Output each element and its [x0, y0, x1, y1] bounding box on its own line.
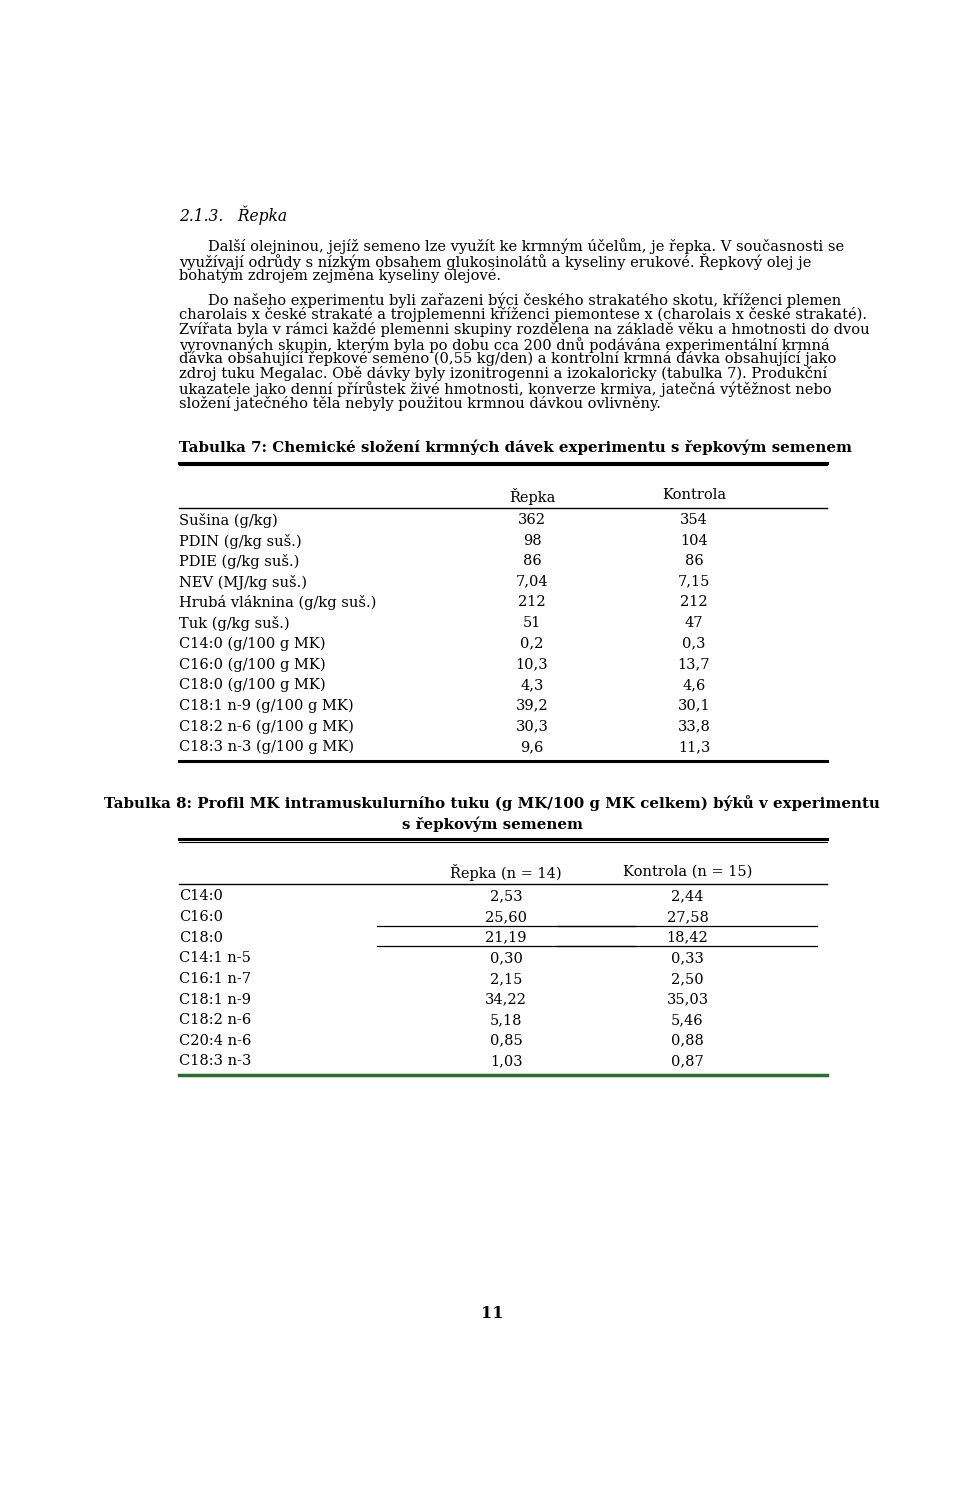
Text: 11,3: 11,3 [678, 740, 710, 754]
Text: Kontrola: Kontrola [661, 488, 726, 502]
Text: zdroj tuku Megalac. Obě dávky byly izonitrogenni a izokaloricky (tabulka 7). Pro: zdroj tuku Megalac. Obě dávky byly izoni… [179, 366, 828, 382]
Text: Do našeho experimentu byli zařazeni býci českého strakatého skotu, kříženci plem: Do našeho experimentu byli zařazeni býci… [208, 293, 842, 308]
Text: 9,6: 9,6 [520, 740, 543, 754]
Text: 11: 11 [481, 1305, 503, 1322]
Text: využívají odrůdy s nízkým obsahem glukosinolátů a kyseliny erukové. Řepkový olej: využívají odrůdy s nízkým obsahem glukos… [179, 252, 811, 270]
Text: 18,42: 18,42 [666, 931, 708, 945]
Text: 5,18: 5,18 [490, 1014, 522, 1027]
Text: 30,3: 30,3 [516, 719, 548, 733]
Text: C20:4 n-6: C20:4 n-6 [179, 1033, 252, 1048]
Text: Hrubá vláknina (g/kg suš.): Hrubá vláknina (g/kg suš.) [179, 595, 376, 610]
Text: vyrovnaných skupin, kterým byla po dobu cca 200 dnů podávána experimentální krmn: vyrovnaných skupin, kterým byla po dobu … [179, 336, 829, 353]
Text: 86: 86 [522, 554, 541, 568]
Text: 10,3: 10,3 [516, 658, 548, 671]
Text: 35,03: 35,03 [666, 993, 708, 1006]
Text: 0,85: 0,85 [490, 1033, 522, 1048]
Text: C14:0: C14:0 [179, 889, 223, 903]
Text: 2,15: 2,15 [490, 972, 522, 985]
Text: 27,58: 27,58 [666, 910, 708, 924]
Text: Tabulka 8: Profil MK intramuskulurního tuku (g MK/100 g MK celkem) býků v experi: Tabulka 8: Profil MK intramuskulurního t… [104, 796, 880, 811]
Text: 21,19: 21,19 [486, 931, 527, 945]
Text: C18:0: C18:0 [179, 931, 223, 945]
Text: C14:1 n-5: C14:1 n-5 [179, 951, 251, 966]
Text: bohatým zdrojem zejména kyseliny olejové.: bohatým zdrojem zejména kyseliny olejové… [179, 267, 501, 282]
Text: C14:0 (g/100 g MK): C14:0 (g/100 g MK) [179, 637, 325, 650]
Text: s řepkovým semenem: s řepkovým semenem [401, 817, 583, 832]
Text: Zvířata byla v rámci každé plemenni skupiny rozdělena na základě věku a hmotnost: Zvířata byla v rámci každé plemenni skup… [179, 321, 870, 336]
Text: C18:1 n-9 (g/100 g MK): C18:1 n-9 (g/100 g MK) [179, 698, 353, 713]
Text: C18:0 (g/100 g MK): C18:0 (g/100 g MK) [179, 677, 325, 692]
Text: 86: 86 [684, 554, 704, 568]
Text: C18:3 n-3: C18:3 n-3 [179, 1054, 252, 1068]
Text: 4,6: 4,6 [683, 677, 706, 692]
Text: Řepka (n = 14): Řepka (n = 14) [450, 865, 562, 882]
Text: 2.1.3.   Řepka: 2.1.3. Řepka [179, 206, 287, 225]
Text: charolais x české strakaté a trojplemenni kříženci piemontese x (charolais x čes: charolais x české strakaté a trojplemenn… [179, 306, 867, 321]
Text: 2,44: 2,44 [671, 889, 704, 903]
Text: C18:1 n-9: C18:1 n-9 [179, 993, 251, 1006]
Text: ukazatele jako denní přírůstek živé hmotnosti, konverze krmiva, jatečná výtěžnos: ukazatele jako denní přírůstek živé hmot… [179, 382, 831, 397]
Text: 0,3: 0,3 [683, 637, 706, 650]
Text: C18:3 n-3 (g/100 g MK): C18:3 n-3 (g/100 g MK) [179, 740, 354, 754]
Text: 51: 51 [523, 616, 541, 629]
Text: Kontrola (n = 15): Kontrola (n = 15) [623, 865, 753, 879]
Text: 13,7: 13,7 [678, 658, 710, 671]
Text: 2,50: 2,50 [671, 972, 704, 985]
Text: 39,2: 39,2 [516, 698, 548, 712]
Text: Sušina (g/kg): Sušina (g/kg) [179, 512, 277, 527]
Text: 212: 212 [681, 595, 708, 610]
Text: NEV (MJ/kg suš.): NEV (MJ/kg suš.) [179, 575, 307, 590]
Text: 7,15: 7,15 [678, 575, 710, 589]
Text: 212: 212 [518, 595, 546, 610]
Text: Tabulka 7: Chemické složení krmných dávek experimentu s řepkovým semenem: Tabulka 7: Chemické složení krmných dáve… [179, 440, 852, 455]
Text: 0,87: 0,87 [671, 1054, 704, 1068]
Text: C16:0: C16:0 [179, 910, 223, 924]
Text: C18:2 n-6: C18:2 n-6 [179, 1014, 252, 1027]
Text: 47: 47 [684, 616, 704, 629]
Text: Řepka: Řepka [509, 488, 555, 505]
Text: 354: 354 [680, 512, 708, 527]
Text: dávka obsahující řepkové semeno (0,55 kg/den) a kontrolní krmná dávka obsahující: dávka obsahující řepkové semeno (0,55 kg… [179, 351, 836, 366]
Text: C16:0 (g/100 g MK): C16:0 (g/100 g MK) [179, 658, 325, 671]
Text: 0,30: 0,30 [490, 951, 522, 966]
Text: C16:1 n-7: C16:1 n-7 [179, 972, 251, 985]
Text: 4,3: 4,3 [520, 677, 543, 692]
Text: 98: 98 [522, 533, 541, 548]
Text: 7,04: 7,04 [516, 575, 548, 589]
Text: 362: 362 [518, 512, 546, 527]
Text: 104: 104 [680, 533, 708, 548]
Text: PDIE (g/kg suš.): PDIE (g/kg suš.) [179, 554, 300, 569]
Text: Další olejninou, jejíž semeno lze využít ke krmným účelům, je řepka. V současnos: Další olejninou, jejíž semeno lze využít… [208, 237, 845, 254]
Text: PDIN (g/kg suš.): PDIN (g/kg suš.) [179, 533, 301, 548]
Text: 34,22: 34,22 [485, 993, 527, 1006]
Text: 33,8: 33,8 [678, 719, 710, 733]
Text: Tuk (g/kg suš.): Tuk (g/kg suš.) [179, 616, 290, 631]
Text: 30,1: 30,1 [678, 698, 710, 712]
Text: 1,03: 1,03 [490, 1054, 522, 1068]
Text: 0,2: 0,2 [520, 637, 543, 650]
Text: 0,33: 0,33 [671, 951, 704, 966]
Text: složení jatečného těla nebyly použitou krmnou dávkou ovlivněny.: složení jatečného těla nebyly použitou k… [179, 397, 660, 412]
Text: 2,53: 2,53 [490, 889, 522, 903]
Text: C18:2 n-6 (g/100 g MK): C18:2 n-6 (g/100 g MK) [179, 719, 354, 733]
Text: 5,46: 5,46 [671, 1014, 704, 1027]
Text: 25,60: 25,60 [485, 910, 527, 924]
Text: 0,88: 0,88 [671, 1033, 704, 1048]
